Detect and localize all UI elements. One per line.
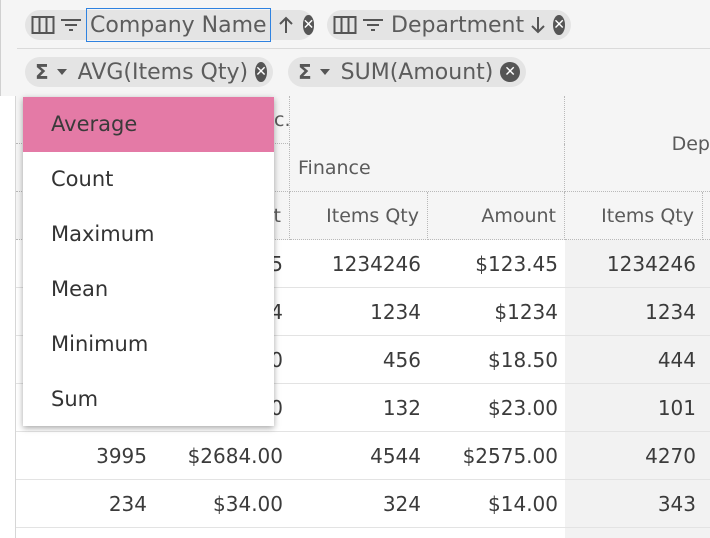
measure-header-edge <box>703 192 710 240</box>
sigma-icon: Σ <box>298 60 312 84</box>
menu-item-maximum[interactable]: Maximum <box>51 222 155 246</box>
aggregation-chip-amount[interactable]: Σ SUM(Amount) ✕ <box>288 57 526 87</box>
aggregation-label: SUM(Amount) <box>340 59 494 85</box>
chevron-down-icon[interactable] <box>56 69 67 75</box>
table-cell: $23.00 <box>428 384 565 432</box>
measure-header[interactable]: Items Qty <box>290 192 428 240</box>
sort-descending-icon[interactable] <box>529 15 547 35</box>
measure-header-label: Items Qty <box>326 204 419 227</box>
grid-left-edge <box>0 96 16 538</box>
columns-icon <box>31 15 55 35</box>
measure-header-label: Amount <box>481 204 556 227</box>
chevron-down-icon[interactable] <box>319 69 330 75</box>
row-group-chip-department[interactable]: Department ✕ <box>327 10 571 40</box>
menu-item-minimum[interactable]: Minimum <box>51 332 149 356</box>
table-cell: 444 <box>565 336 710 384</box>
table-cell: 324 <box>290 480 428 528</box>
table-cell: $18.50 <box>428 336 565 384</box>
table-cell: $14.00 <box>428 480 565 528</box>
table-cell: $1234 <box>428 288 565 336</box>
table-cell: 234 <box>16 480 154 528</box>
menu-item-sum[interactable]: Sum <box>51 387 99 411</box>
menu-item-average[interactable]: Average <box>23 97 274 152</box>
remove-chip-icon[interactable]: ✕ <box>553 15 565 35</box>
table-cell: 1234246 <box>290 240 428 288</box>
table-cell: 101 <box>565 384 710 432</box>
column-group-label: c. <box>274 108 291 131</box>
row-group-label[interactable]: Department <box>391 12 525 38</box>
table-cell: 4544 <box>290 432 428 480</box>
aggregation-label: AVG(Items Qty) <box>77 59 249 85</box>
column-group-header-blank <box>290 96 565 144</box>
toolbar-divider <box>17 48 710 49</box>
table-cell: 1234246 <box>565 240 710 288</box>
table-cell: $2575.00 <box>428 432 565 480</box>
sigma-icon: Σ <box>35 60 49 84</box>
column-subgroup-label: Finance <box>298 156 371 179</box>
table-cell: 1234 <box>565 288 710 336</box>
table-cell <box>16 384 154 432</box>
measure-header[interactable]: Items Qty <box>565 192 703 240</box>
measure-header[interactable]: Amount <box>428 192 565 240</box>
column-subgroup-header: Finance <box>290 144 565 192</box>
column-group-label: Dep <box>671 132 710 155</box>
aggregation-chip-items-qty[interactable]: Σ AVG(Items Qty) ✕ <box>25 57 273 87</box>
measure-header-label: t <box>273 204 281 227</box>
remove-chip-icon[interactable]: ✕ <box>302 15 315 35</box>
row-group-chip-company[interactable]: Company Name ✕ <box>25 8 315 42</box>
filter-icon[interactable] <box>362 15 384 35</box>
measure-header-label: Items Qty <box>601 204 694 227</box>
aggregation-function-menu: Average Count Maximum Mean Minimum Sum <box>23 97 274 426</box>
table-cell: $123.45 <box>428 240 565 288</box>
sort-ascending-icon[interactable] <box>277 15 295 35</box>
table-cell: 4270 <box>565 432 710 480</box>
column-group-header-right: Dep <box>565 96 710 192</box>
columns-icon <box>333 15 357 35</box>
menu-item-mean[interactable]: Mean <box>51 277 109 301</box>
table-cell: 1234 <box>290 288 428 336</box>
filter-icon[interactable] <box>60 15 82 35</box>
menu-item-count[interactable]: Count <box>51 167 114 191</box>
table-cell: 456 <box>290 336 428 384</box>
table-cell-overflow <box>565 528 710 538</box>
remove-chip-icon[interactable]: ✕ <box>255 62 267 82</box>
table-cell: $34.00 <box>154 480 290 528</box>
table-cell: 132 <box>290 384 428 432</box>
table-cell: 3995 <box>16 432 154 480</box>
remove-chip-icon[interactable]: ✕ <box>500 62 520 82</box>
table-cell: $2684.00 <box>154 432 290 480</box>
table-cell: 343 <box>565 480 710 528</box>
row-group-label[interactable]: Company Name <box>86 8 271 42</box>
pivot-toolbar: Company Name ✕ Department ✕ Σ AVG(Items … <box>0 0 710 96</box>
